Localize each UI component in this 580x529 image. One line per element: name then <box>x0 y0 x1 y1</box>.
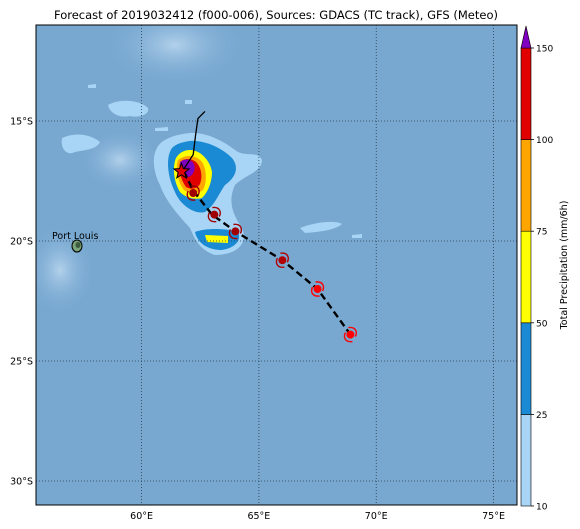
mauritius-island <box>71 239 83 253</box>
cyclone-symbol <box>275 252 289 268</box>
lat-tick-label: 20°S <box>10 237 33 248</box>
cloud-haze <box>80 130 160 190</box>
current-position-star-icon <box>172 162 191 180</box>
colorbar-segment <box>520 322 532 415</box>
cyclone-symbol <box>186 185 200 201</box>
lon-tick-label: 60°E <box>130 511 153 522</box>
lat-tick-label: 30°S <box>10 477 33 488</box>
place-label-port-louis: Port Louis <box>52 231 98 242</box>
lon-tick-label: 70°E <box>365 511 388 522</box>
cyclone-symbol <box>228 223 243 240</box>
cyclone-track <box>172 110 357 343</box>
colorbar-segment <box>520 414 532 507</box>
colorbar-tick-label: 75 <box>536 228 547 238</box>
lat-tick-label: 25°S <box>10 357 33 368</box>
cyclone-symbol <box>343 326 357 343</box>
map-frame <box>35 24 518 506</box>
colorbar-segment <box>520 47 532 140</box>
colorbar-tick-label: 100 <box>536 136 553 146</box>
cloud-haze <box>105 25 245 85</box>
longitude-tick-labels: 60°E 65°E 70°E 75°E <box>130 511 505 522</box>
colorbar-tick-label: 150 <box>536 45 553 55</box>
lat-tick-label: 15°S <box>10 117 33 128</box>
colorbar-tick-label: 50 <box>536 319 548 329</box>
latitude-tick-labels: 15°S 20°S 25°S 30°S <box>10 117 33 488</box>
lon-tick-label: 75°E <box>482 511 505 522</box>
cyclone-symbol <box>207 206 221 223</box>
colorbar-segment <box>520 230 532 324</box>
map-title: Forecast of 2019032412 (f000-006), Sourc… <box>54 8 498 22</box>
observed-track-line <box>183 110 206 170</box>
colorbar-label: Total Precipitation (mm/6h) <box>559 201 570 331</box>
colorbar-tick-label: 10 <box>536 503 548 513</box>
colorbar-segment <box>520 139 532 232</box>
precipitation-colorbar: 10 25 50 75 100 150 <box>520 25 553 513</box>
cyclone-symbol <box>310 281 325 297</box>
lon-tick-label: 65°E <box>247 511 270 522</box>
map-area <box>36 25 517 505</box>
colorbar-tick-label: 25 <box>536 411 547 421</box>
ocean-background <box>36 25 517 505</box>
map-gridlines <box>36 25 517 505</box>
colorbar-extend-arrow <box>520 25 532 49</box>
